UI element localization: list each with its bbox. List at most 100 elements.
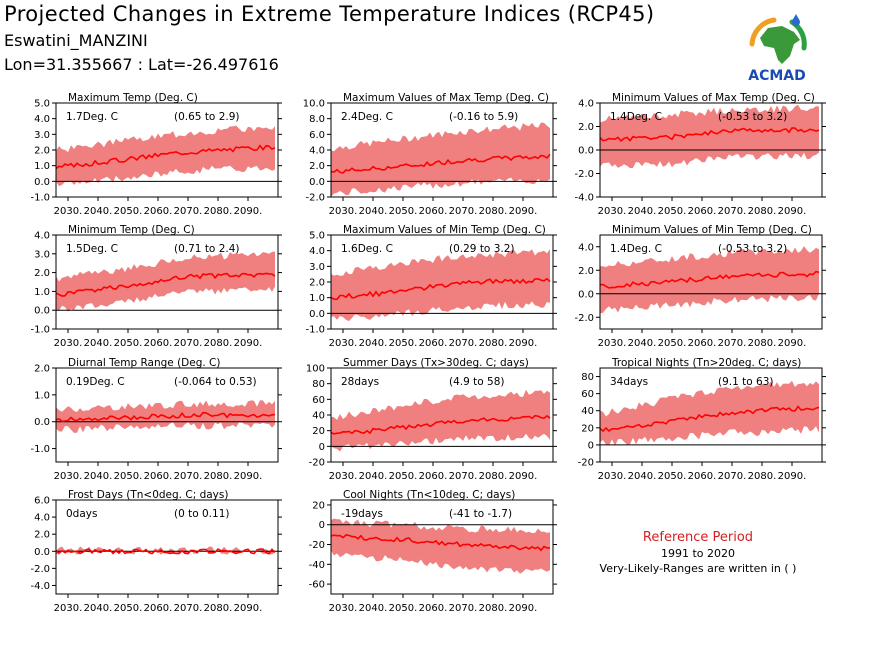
y-tick-label: 0 <box>319 442 325 453</box>
x-tick-label: 2030. <box>598 206 627 217</box>
chart-title: Cool Nights (Tn<10deg. C; days) <box>343 489 515 501</box>
chart-txn: -4.0 -2.0 0.0 2.0 4.0 2030. 2040. 2050. 2060. 207… <box>574 92 826 217</box>
y-tick-label: 4.0 <box>34 114 50 125</box>
y-tick-label: 0 <box>588 440 594 451</box>
x-tick-label: 2050. <box>658 471 687 482</box>
uncertainty-band <box>600 104 819 169</box>
y-tick-label: 40 <box>312 411 325 422</box>
x-tick-label: 2090. <box>778 338 807 349</box>
chart-title: Minimum Values of Min Temp (Deg. C) <box>612 224 812 236</box>
y-tick-label: -20 <box>309 458 325 469</box>
x-tick-label: 2060. <box>419 603 448 614</box>
y-tick-label: -20 <box>309 540 325 551</box>
x-tick-label: 2050. <box>389 206 418 217</box>
chart-tr: -20 0 20 40 60 80 2030. 2040. 2050. 2060. 2070. 208… <box>578 357 826 482</box>
x-tick-label: 2040. <box>84 471 113 482</box>
chart-title: Maximum Temp (Deg. C) <box>68 92 198 104</box>
x-tick-label: 2090. <box>509 206 538 217</box>
uncertainty-band <box>331 389 550 452</box>
x-tick-label: 2090. <box>234 471 263 482</box>
uncertainty-band <box>331 518 550 574</box>
mean-change-label: 1.7Deg. C <box>66 111 118 123</box>
x-tick-label: 2030. <box>329 206 358 217</box>
x-tick-label: 2060. <box>144 603 173 614</box>
x-tick-label: 2080. <box>204 603 233 614</box>
y-tick-label: -60 <box>309 580 325 591</box>
mean-change-label: 0days <box>66 508 97 520</box>
y-tick-label: 1.0 <box>34 161 50 172</box>
x-tick-label: 2080. <box>479 603 508 614</box>
x-tick-label: 2090. <box>509 338 538 349</box>
mean-change-label: 1.5Deg. C <box>66 243 118 255</box>
mean-change-label: 1.6Deg. C <box>341 243 393 255</box>
y-tick-label: 0.0 <box>309 309 325 320</box>
x-tick-label: 2070. <box>449 206 478 217</box>
y-tick-label: 0.0 <box>309 177 325 188</box>
y-tick-label: 3.0 <box>34 130 50 141</box>
y-tick-label: -4.0 <box>30 581 50 592</box>
y-tick-label: 0.0 <box>34 177 50 188</box>
x-tick-label: 2050. <box>114 338 143 349</box>
median-line <box>599 405 820 433</box>
y-tick-label: -1.0 <box>30 325 50 336</box>
uncertainty-band <box>600 380 819 446</box>
x-tick-label: 2090. <box>234 603 263 614</box>
median-line <box>55 144 276 170</box>
x-tick-label: 2040. <box>84 603 113 614</box>
x-tick-label: 2060. <box>688 206 717 217</box>
x-tick-label: 2060. <box>144 338 173 349</box>
mean-change-label: 1.4Deg. C <box>610 111 662 123</box>
plot-frame <box>599 234 823 330</box>
x-tick-label: 2030. <box>329 338 358 349</box>
plot-frame <box>55 234 279 330</box>
reference-years: 1991 to 2020 <box>660 547 736 560</box>
y-tick-label: 4.0 <box>309 246 325 257</box>
y-tick-label: 0.0 <box>34 417 50 428</box>
likely-range-label: (-0.064 to 0.53) <box>174 376 257 388</box>
y-tick-label: 6.0 <box>309 130 325 141</box>
y-tick-label: 0.0 <box>578 289 594 300</box>
y-tick-label: -2.0 <box>305 193 325 204</box>
y-tick-label: 20 <box>312 426 325 437</box>
x-tick-label: 2070. <box>174 471 203 482</box>
x-tick-label: 2060. <box>419 206 448 217</box>
x-tick-label: 2040. <box>84 338 113 349</box>
median-line <box>599 127 820 143</box>
median-line <box>55 272 276 297</box>
y-tick-label: -20 <box>578 458 594 469</box>
station-coordinates: Lon=31.355667 : Lat=-26.497616 <box>4 55 279 74</box>
x-tick-label: 2040. <box>628 206 657 217</box>
y-tick-label: 3.0 <box>34 249 50 260</box>
y-tick-label: 100 <box>306 364 325 375</box>
acmad-logo: ACMAD <box>748 14 807 84</box>
y-tick-label: -1.0 <box>30 193 50 204</box>
median-line <box>55 411 276 423</box>
x-tick-label: 2090. <box>509 603 538 614</box>
y-tick-label: 4.0 <box>578 242 594 253</box>
y-tick-label: 80 <box>581 372 594 383</box>
plot-frame <box>55 367 279 463</box>
x-tick-label: 2070. <box>449 338 478 349</box>
median-line <box>330 414 551 435</box>
x-tick-label: 2060. <box>688 338 717 349</box>
x-tick-label: 2080. <box>748 338 777 349</box>
y-tick-label: 2.0 <box>309 161 325 172</box>
mean-change-label: -19days <box>341 508 383 520</box>
y-tick-label: 40 <box>581 406 594 417</box>
mean-change-label: 0.19Deg. C <box>66 376 125 388</box>
median-line <box>330 153 551 174</box>
chart-title: Maximum Values of Min Temp (Deg. C) <box>343 224 546 236</box>
y-tick-label: 4.0 <box>34 231 50 242</box>
x-tick-label: 2040. <box>359 206 388 217</box>
x-tick-label: 2080. <box>479 206 508 217</box>
chart-title: Frost Days (Tn<0deg. C; days) <box>68 489 228 501</box>
likely-range-label: (4.9 to 58) <box>449 376 504 388</box>
chart-title: Minimum Values of Max Temp (Deg. C) <box>612 92 815 104</box>
x-tick-label: 2070. <box>718 338 747 349</box>
x-tick-label: 2050. <box>658 206 687 217</box>
y-tick-label: 2.0 <box>578 122 594 133</box>
